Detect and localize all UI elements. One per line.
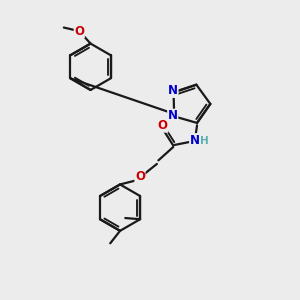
Text: N: N — [190, 134, 200, 147]
Text: O: O — [158, 119, 168, 132]
Text: O: O — [135, 170, 145, 183]
Text: H: H — [200, 136, 209, 146]
Text: N: N — [168, 109, 178, 122]
Text: O: O — [74, 25, 84, 38]
Text: N: N — [168, 84, 178, 98]
